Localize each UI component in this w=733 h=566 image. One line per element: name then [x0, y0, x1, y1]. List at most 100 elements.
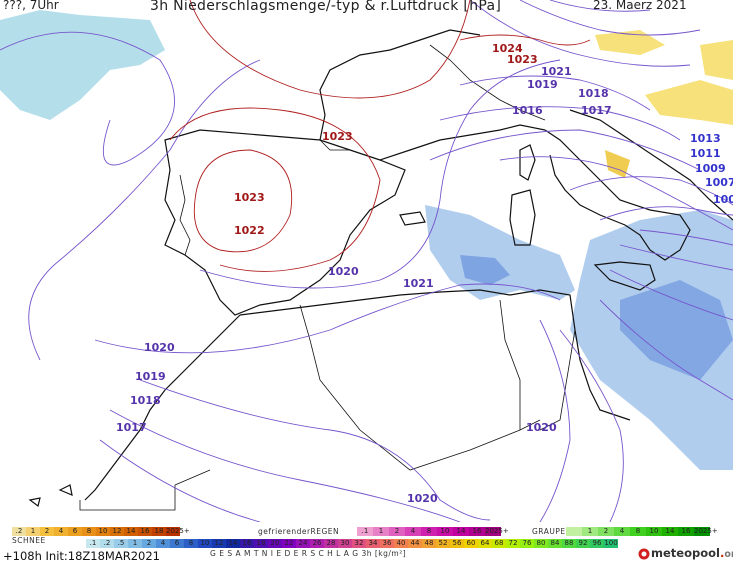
meteopool-logo[interactable]: meteopool.org: [651, 546, 733, 560]
graupel-scale: 1 2 4 8 10 14 16 2025+: [566, 527, 718, 536]
graupel-swatch: [566, 527, 582, 536]
graupel-swatch: 14: [662, 527, 678, 536]
total-swatch: 84: [548, 539, 562, 548]
total-swatch: 80: [534, 539, 548, 548]
rain-swatch: 8: [82, 527, 96, 536]
label-1019-w: 1019: [135, 370, 166, 383]
france-coast: [319, 29, 546, 161]
balearics: [399, 211, 426, 226]
sardinia: [509, 189, 536, 246]
label-100x: 100: [713, 193, 733, 206]
total-swatch: 10: [198, 539, 212, 548]
total-swatch: 14: [226, 539, 240, 548]
label-1023-france: 1023: [322, 130, 353, 143]
total-swatch: 36: [380, 539, 394, 548]
freezing-swatch: 14: [453, 527, 469, 536]
graupel-swatch: 10: [646, 527, 662, 536]
rain-swatch: 4: [54, 527, 68, 536]
rain-core-se: [620, 280, 733, 380]
rain-swatch: 2: [40, 527, 54, 536]
total-swatch: 32: [352, 539, 366, 548]
freezing-swatch: .1: [357, 527, 373, 536]
total-swatch: 24: [296, 539, 310, 548]
total-swatch: 16: [240, 539, 254, 548]
brand-tld: org: [724, 549, 733, 560]
rain-area-med: [425, 205, 575, 300]
total-swatch: 60: [464, 539, 478, 548]
total-swatch: 28: [324, 539, 338, 548]
freezing-caption: gefrierenderREGEN: [258, 527, 340, 536]
freezing-swatch: 1: [373, 527, 389, 536]
label-1017-n: 1017: [581, 104, 612, 117]
total-swatch: 100: [604, 539, 618, 548]
isobars: [0, 0, 733, 522]
label-1020-e: 1020: [526, 421, 557, 434]
pressure-labels: 1024 1023 1021 1019 1018 1017 1016 1013 …: [116, 42, 733, 505]
graupel-swatch: 4: [614, 527, 630, 536]
label-1023-iberia: 1023: [234, 191, 265, 204]
total-swatch: .1: [86, 539, 100, 548]
label-1017-w: 1017: [116, 421, 147, 434]
label-1023-n: 1023: [507, 53, 538, 66]
label-1018-n: 1018: [578, 87, 609, 100]
total-swatch: 22: [282, 539, 296, 548]
label-1016: 1016: [512, 104, 543, 117]
meteopool-logo-icon: [638, 548, 650, 560]
total-swatch: .5: [114, 539, 128, 548]
italy-coast: [544, 129, 691, 261]
map-title: 3h Niederschlagsmenge/-typ & r.Luftdruck…: [150, 0, 502, 14]
sicily: [593, 261, 656, 291]
freezing-swatch: 2: [389, 527, 405, 536]
forecast-init: +108h Init:18Z18MAR2021: [3, 549, 160, 563]
rain-swatch: .2: [12, 527, 26, 536]
label-1013: 1013: [690, 132, 721, 145]
graupel-swatch: 2: [598, 527, 614, 536]
total-swatch: 64: [478, 539, 492, 548]
corsica: [519, 144, 536, 181]
label-1009: 1009: [695, 162, 726, 175]
total-swatch: 34: [366, 539, 380, 548]
total-swatch: 56: [450, 539, 464, 548]
freezing-swatch: 8: [421, 527, 437, 536]
canary-islands: [28, 484, 73, 508]
total-swatch: 96: [590, 539, 604, 548]
adriatic-coast: [569, 109, 733, 221]
snow-area-nw: [0, 10, 165, 120]
rain-scale: .2 1 2 4 6 8 10 12 14 16 18 2025+: [12, 527, 190, 536]
rain-swatch: 16: [138, 527, 152, 536]
high-isobars: [169, 0, 591, 272]
label-1007: 1007: [705, 176, 733, 189]
label-1024: 1024: [492, 42, 523, 55]
brand-dot: .: [719, 546, 725, 560]
total-swatch: 8: [184, 539, 198, 548]
yellow-precip-ne: [595, 30, 665, 55]
freezing-swatch: 16: [469, 527, 485, 536]
yellow-precip-e: [645, 80, 733, 125]
rain-swatch: 10: [96, 527, 110, 536]
label-1020-s: 1020: [407, 492, 438, 505]
total-swatch: 88: [562, 539, 576, 548]
total-swatch: 92: [576, 539, 590, 548]
graupel-swatch: 1: [582, 527, 598, 536]
total-swatch: 76: [520, 539, 534, 548]
rain-swatch: 14: [124, 527, 138, 536]
graupel-swatch: 16: [678, 527, 694, 536]
morocco-coast: [84, 314, 241, 501]
total-swatch: 30: [338, 539, 352, 548]
freezing-swatch: 4: [405, 527, 421, 536]
precipitation-areas: [0, 10, 733, 470]
brand-name: meteopool: [651, 546, 720, 560]
total-swatch: 12: [212, 539, 226, 548]
rain-core-med: [460, 255, 510, 285]
rain-swatch: 18: [152, 527, 166, 536]
freezing-swatch: 10: [437, 527, 453, 536]
total-swatch: 72: [506, 539, 520, 548]
snow-caption: SCHNEE: [12, 536, 46, 545]
run-label: ???, 7Uhr: [3, 0, 59, 12]
coastlines: [28, 29, 733, 508]
total-caption: G E S A M T N I E D E R S C H L A G 3h […: [210, 549, 407, 558]
total-swatch: 52: [436, 539, 450, 548]
legend: .2 1 2 4 6 8 10 12 14 16 18 2025+ SCHNEE gefrierend…: [0, 522, 733, 566]
total-swatch: 44: [408, 539, 422, 548]
label-1022: 1022: [234, 224, 265, 237]
